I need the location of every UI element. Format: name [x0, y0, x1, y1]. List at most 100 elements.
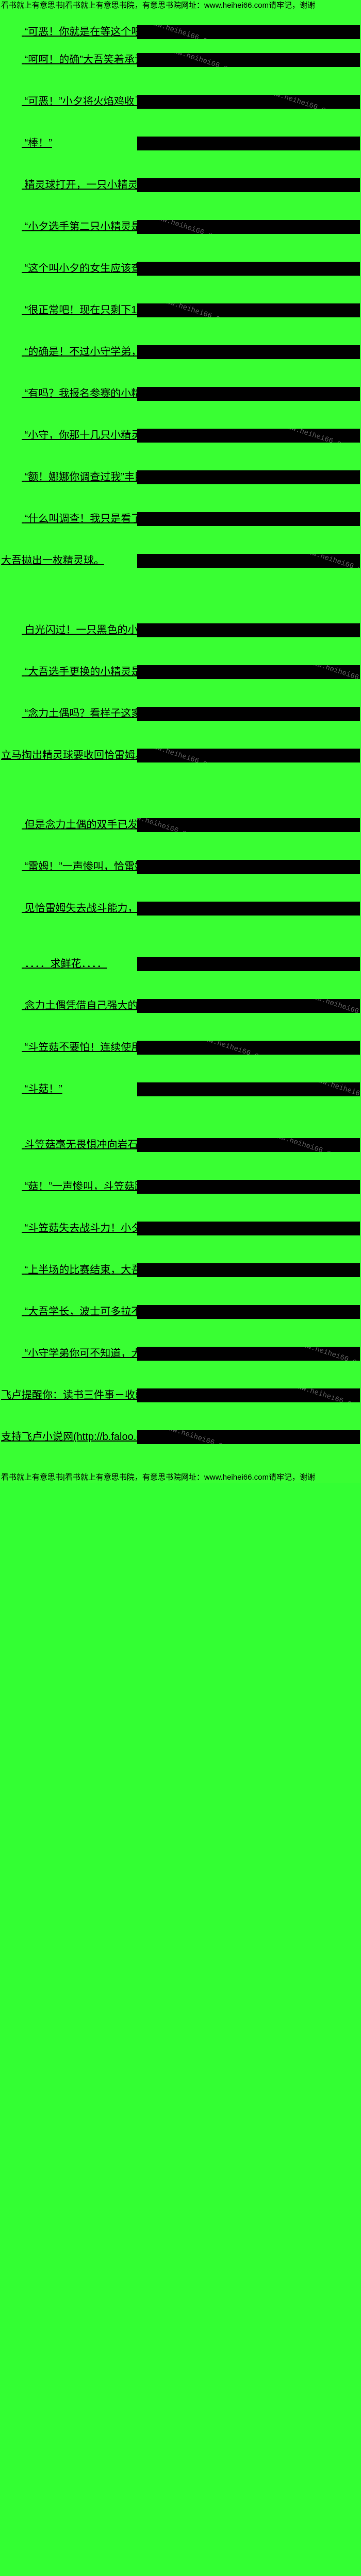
spacer — [1, 1416, 360, 1430]
watermark-bar: www.heihei66.com — [137, 1041, 360, 1055]
text-line[interactable]: 大吾拋出一枚精灵球。 www.heihei66.com — [1, 554, 360, 568]
spacer — [1, 1333, 360, 1347]
text-line[interactable]: “菇！”一声惨叫，斗笠菇趴在草地上，双眼转着圈圈。 — [1, 1180, 360, 1194]
watermark-bar — [137, 1305, 360, 1319]
spacer — [1, 846, 360, 860]
text-line[interactable]: “这个叫小夕的女生应该查过大吾资料，用的小精灵都克制大吾的小精灵”米可利自语道。 — [1, 262, 360, 276]
text-line[interactable]: “念力土偶吗？看样子这家伙也准备了后手！”小夕心中想道。 — [1, 707, 360, 721]
spacer — [1, 1194, 360, 1208]
text-line[interactable]: “可恶！”小夕将火焰鸡收了回去，掏出第二枚精灵球，抛上天空。 www.heihe… — [1, 95, 360, 109]
spacer — [1, 1277, 360, 1291]
spacer — [1, 693, 360, 707]
spacer — [1, 526, 360, 540]
spacer — [1, 331, 360, 345]
spacer — [1, 582, 360, 596]
text-line[interactable]: “棒！” — [1, 137, 360, 150]
spacer — [1, 164, 360, 178]
text-line[interactable]: “的确是！不过小守学弟，你的小精灵还真是杂啊！什么小精灵都有，你是最不好对付的！… — [1, 345, 360, 359]
spacer — [1, 123, 360, 137]
text-line[interactable]: “雷姆！”一声惨叫，恰雷姆被幻象术命中！精灵球发出的红外线也被七色光挡住！而恰雷… — [1, 860, 360, 874]
text-line[interactable]: “斗笠菇失去战斗力！小夕选手已三只小精灵失战！中场休息”裁判立刻宣布道。 — [1, 1222, 360, 1235]
spacer — [1, 1235, 360, 1249]
spacer — [1, 1249, 360, 1263]
watermark-bar: www.heihei66.com — [137, 749, 360, 762]
spacer — [1, 971, 360, 985]
spacer — [1, 1152, 360, 1166]
text-line[interactable]: “可恶！你就是在等这个吧！”小夕咬牙对着大吾说道。 www.heihei66.c… — [1, 25, 360, 39]
spacer — [1, 67, 360, 81]
watermark-bar: www.heihei66.com — [137, 1430, 360, 1444]
text-line[interactable]: “小守，你那十几只小精灵属性都不同，能配上好几个阵容，谁知道你会用什么阵容”希罗… — [1, 429, 360, 443]
spacer — [1, 248, 360, 262]
watermark-bar — [137, 137, 360, 150]
text-line[interactable]: 立马掏出精灵球要收回恰雷姆。 www.heihei66.com — [1, 749, 360, 762]
text-line[interactable]: “斗笠菇不要怕！连续使用升天拳、将岩石全部击碎”小夕命令道。 www.heihe… — [1, 1041, 360, 1055]
spacer — [1, 234, 360, 248]
spacer — [1, 721, 360, 735]
spacer — [1, 443, 360, 456]
spacer — [1, 373, 360, 387]
watermark-bar: www.heihei66.com — [137, 220, 360, 234]
text-line[interactable]: “额！娜娜你调查过我”丰臣守问道。 — [1, 470, 360, 484]
spacer — [1, 790, 360, 804]
text-line[interactable]: “大吾学长，波士可多拉不是你的主力？”丰臣守突然问道。 — [1, 1305, 360, 1319]
text-line[interactable]: “上半场的比赛结束，大吾选手占据优势，以2两只小精灵打败小夕选手三只，而大吾选手… — [1, 1263, 360, 1277]
spacer — [1, 832, 360, 846]
watermark-bar: www.heihei66.com — [137, 95, 360, 109]
spacer — [1, 109, 360, 123]
text-line[interactable]: “有吗？我报名参赛的小精灵也就十几只而已”丰臣守道。 — [1, 387, 360, 401]
spacer — [1, 484, 360, 498]
watermark-bar: www.heihei66.com — [137, 1347, 360, 1361]
footer-note-line[interactable]: 支持飞卢小说网(http://b.faloo.com)原创作品，尽享阅读的喜悦！… — [1, 1430, 360, 1444]
watermark-bar — [137, 1222, 360, 1235]
text-line[interactable]: “斗菇！” www.heihei66.com — [1, 1082, 360, 1096]
watermark-bar — [137, 1263, 360, 1277]
watermark-bar: www.heihei66.com — [137, 554, 360, 568]
spacer — [1, 1110, 360, 1124]
watermark-bar — [137, 1096, 360, 1110]
text-line[interactable]: “什么叫调查！我只是看了一下你的参赛资料而已，再说你就没有看我的吗？”希罗娜道。 — [1, 512, 360, 526]
text-line[interactable]: 白光闪过！一只黑色的小精灵出现，这只小精灵看似站在场地上，实则双脚并没落地，而是… — [1, 623, 360, 637]
text-line[interactable]: “呵呵！的确”大吾笑着承认道。 www.heihei66.com — [1, 53, 360, 67]
watermark-bar: www.heihei66.com — [137, 25, 360, 39]
spacer — [1, 1291, 360, 1305]
text-line[interactable]: 精灵球打开，一只小精灵出现。 — [1, 178, 360, 192]
text-line[interactable]: . — [1, 1096, 360, 1110]
watermark-bar — [137, 387, 360, 401]
text-line[interactable]: 但是念力土偶的双手已发出七色光线。以精灵球红外线的速度根本追不上。 www.he… — [1, 818, 360, 832]
text-line-author-note[interactable]: ．．．．求鲜花．．．． — [1, 957, 360, 971]
spacer — [1, 916, 360, 929]
spacer — [1, 776, 360, 790]
text-line[interactable]: 斗笠菇毫无畏惧冲向岩石，命中。 www.heihei66.com — [1, 1138, 360, 1152]
spacer — [1, 81, 360, 95]
bottom-footer-banner: 看书就上有意思书|看书就上有意思书院，有意思书院网址：www.heihei66.… — [1, 1472, 360, 1483]
spacer — [1, 596, 360, 609]
spacer — [1, 1361, 360, 1375]
text-line[interactable]: “很正常吧！现在只剩下16位选手，多少都会调查一下对手的小精灵，好做准备”丰臣守… — [1, 303, 360, 317]
watermark-bar: www.heihei66.com — [137, 818, 360, 832]
spacer — [1, 888, 360, 902]
text-line[interactable]: 念力土偶凭借自己强大的精神力空中岩石冲向斗笠菇。 www.heihei66.co… — [1, 999, 360, 1013]
text-line[interactable]: 见恰雷姆失去战斗能力，念 — [1, 902, 360, 916]
spacer — [1, 679, 360, 693]
spacer — [1, 1166, 360, 1180]
text-line[interactable]: “大吾选手更换的小精灵是念力土偶！” www.heihei66.com — [1, 665, 360, 679]
footer-note-line[interactable]: 飞卢提醒你：读书三件事－收藏、推荐、分享！(igwerg r) www.heih… — [1, 1388, 360, 1402]
text-line[interactable]: “小夕选手第二只小精灵是恰雷姆！” www.heihei66.com — [1, 220, 360, 234]
watermark-bar — [137, 707, 360, 721]
spacer — [1, 39, 360, 53]
watermark-bar — [137, 1180, 360, 1194]
spacer — [1, 290, 360, 303]
watermark-bar — [137, 957, 360, 971]
spacer — [1, 1027, 360, 1041]
text-line[interactable]: “小守学弟你可不知道，大吾这家伙有三只波士可多拉，这三只当中只有一只是大吾的主力… — [1, 1347, 360, 1361]
watermark-bar: www.heihei66.com — [137, 1388, 360, 1402]
watermark-bar — [137, 345, 360, 359]
spacer — [1, 1319, 360, 1333]
top-banner-line1: 看书就上有意思书|看书就上有意思书院，有意思书院网址：www.heihei66.… — [1, 1, 315, 10]
spacer — [1, 651, 360, 665]
watermark-bar: www.heihei66.com — [137, 665, 360, 679]
spacer — [1, 1458, 360, 1472]
spacer — [1, 456, 360, 470]
watermark-bar: www.heihei66.com — [137, 429, 360, 443]
